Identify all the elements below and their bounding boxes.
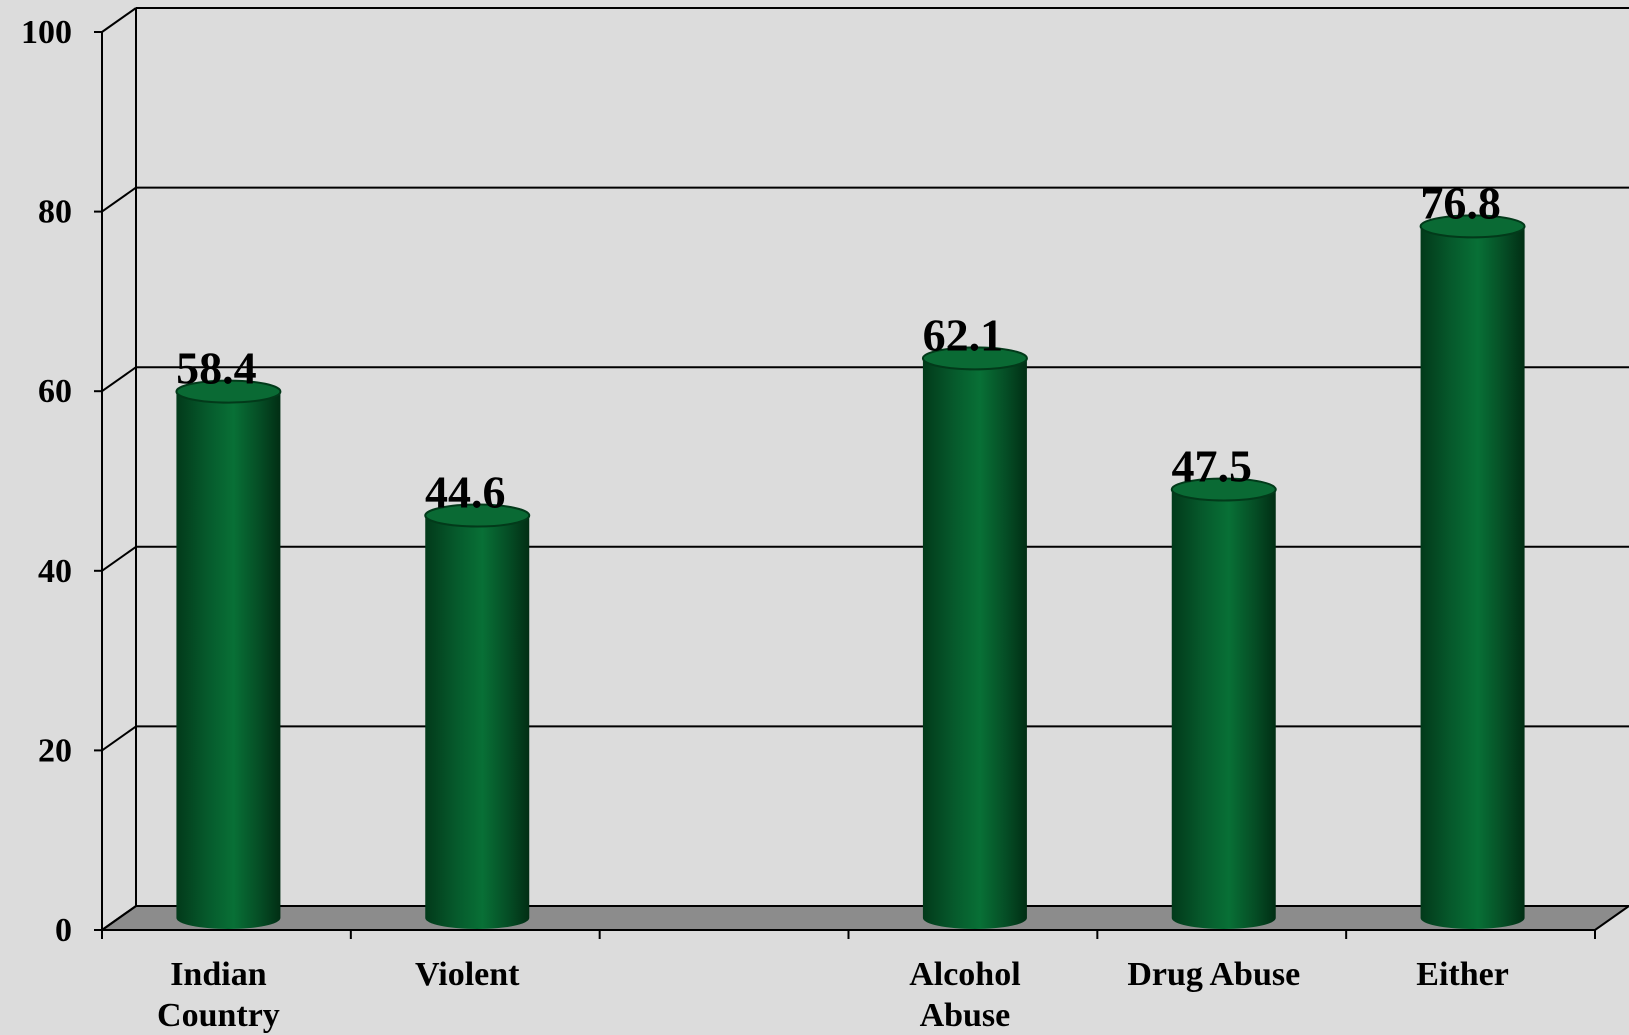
- x-category-label: Indian Country: [157, 956, 280, 1034]
- chart-floor: [98, 905, 1629, 931]
- y-tick-label: 20: [38, 732, 72, 769]
- x-category-label: Drug Abuse: [1127, 956, 1300, 993]
- side-wall-line: [101, 186, 137, 213]
- bar-top: [1419, 214, 1526, 239]
- x-category-label-line: Either: [1416, 956, 1509, 993]
- data-label: 58.4: [176, 343, 257, 394]
- bar-top: [921, 346, 1028, 371]
- bar-top: [1170, 477, 1277, 502]
- x-category-label-line: Violent: [415, 956, 520, 993]
- y-tick-label: 60: [38, 373, 72, 410]
- data-label: 76.8: [1420, 177, 1501, 228]
- data-label: 44.6: [425, 466, 506, 517]
- x-category-label-line: Alcohol: [909, 956, 1020, 993]
- bar-cylinder: [922, 358, 1027, 930]
- bar-cylinder: [176, 391, 281, 929]
- data-label: 47.5: [1172, 440, 1253, 491]
- bar-top: [424, 503, 531, 528]
- bar-cylinder: [1171, 489, 1276, 930]
- y-tick-label: 100: [21, 14, 72, 51]
- side-wall-line: [101, 905, 137, 931]
- axis-group: 0 20 40 60 80 100: [21, 14, 1596, 949]
- grid-group: [101, 7, 1629, 931]
- side-wall-line: [101, 366, 137, 393]
- x-category-label-line: Drug Abuse: [1127, 956, 1300, 993]
- x-category-label-line: Country: [157, 997, 280, 1034]
- side-wall-line: [101, 7, 137, 33]
- y-tick-label: 40: [38, 553, 72, 590]
- x-category-label-line: Abuse: [920, 997, 1011, 1034]
- side-wall-line: [101, 725, 137, 752]
- y-tick-label: 80: [38, 194, 72, 231]
- x-category-label: Either: [1416, 956, 1509, 993]
- bar-cylinder: [1420, 226, 1525, 930]
- y-tick-label: 0: [55, 912, 72, 949]
- bar-cylinder: [425, 515, 530, 930]
- x-category-label: Alcohol Abuse: [909, 956, 1020, 1034]
- side-wall-line: [101, 545, 137, 572]
- data-label: 62.1: [923, 309, 1004, 360]
- labels-group: 58.4 44.6 62.1 47.5 76.8 Indian Country Violent…: [157, 177, 1509, 1034]
- x-category-label: Violent: [415, 956, 520, 993]
- x-category-label-line: Indian: [170, 956, 266, 993]
- bars-group: [175, 214, 1526, 930]
- bar-top: [175, 379, 282, 404]
- floor-group: [98, 905, 1629, 931]
